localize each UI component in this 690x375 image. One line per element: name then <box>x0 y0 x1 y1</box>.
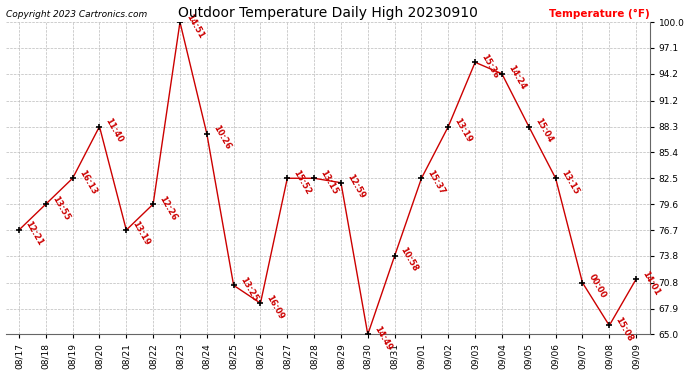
Text: 14:49: 14:49 <box>372 324 393 352</box>
Text: 13:25: 13:25 <box>238 275 259 303</box>
Text: 13:15: 13:15 <box>318 168 339 196</box>
Text: 00:00: 00:00 <box>586 273 608 300</box>
Text: 13:19: 13:19 <box>453 117 473 144</box>
Text: 14:24: 14:24 <box>506 64 527 92</box>
Text: 12:21: 12:21 <box>23 220 44 248</box>
Text: 12:59: 12:59 <box>345 172 366 200</box>
Text: 13:19: 13:19 <box>130 220 152 248</box>
Text: 15:36: 15:36 <box>480 52 500 80</box>
Text: 14:51: 14:51 <box>184 12 206 40</box>
Text: 13:15: 13:15 <box>560 168 581 196</box>
Title: Outdoor Temperature Daily High 20230910: Outdoor Temperature Daily High 20230910 <box>177 6 477 20</box>
Text: 12:26: 12:26 <box>157 194 179 222</box>
Text: 16:13: 16:13 <box>77 168 98 196</box>
Text: 11:40: 11:40 <box>104 117 125 144</box>
Text: 13:55: 13:55 <box>50 194 71 222</box>
Text: 15:52: 15:52 <box>291 168 313 196</box>
Text: 10:58: 10:58 <box>399 246 420 273</box>
Text: 15:04: 15:04 <box>533 117 554 144</box>
Text: 10:26: 10:26 <box>211 124 232 151</box>
Text: 15:37: 15:37 <box>426 168 446 196</box>
Text: 14:01: 14:01 <box>640 269 662 297</box>
Text: Copyright 2023 Cartronics.com: Copyright 2023 Cartronics.com <box>6 10 147 19</box>
Text: 16:09: 16:09 <box>265 293 286 321</box>
Text: 15:08: 15:08 <box>613 315 635 343</box>
Text: Temperature (°F): Temperature (°F) <box>549 9 649 19</box>
